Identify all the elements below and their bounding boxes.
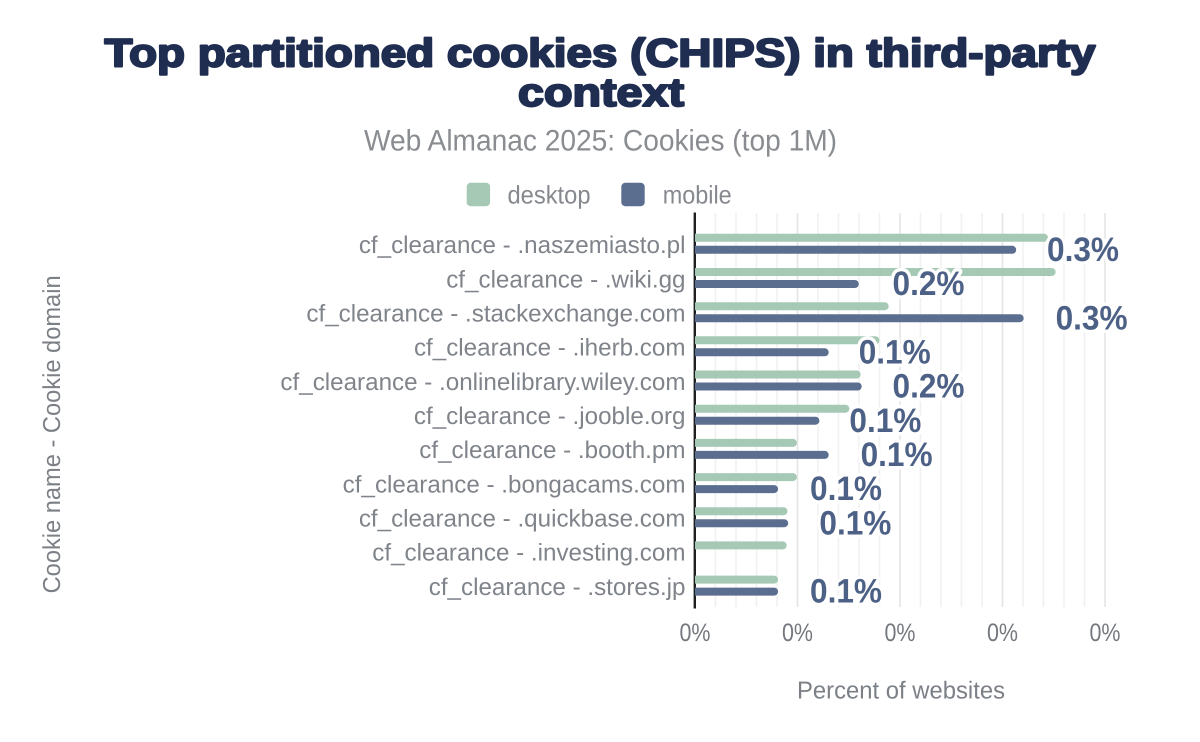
svg-text:0%: 0%	[680, 619, 711, 647]
svg-text:cf_clearance - .iherb.com: cf_clearance - .iherb.com	[414, 335, 686, 362]
svg-text:Cookie name - Cookie domain: Cookie name - Cookie domain	[39, 275, 66, 593]
svg-text:0%: 0%	[1090, 619, 1121, 647]
svg-text:Percent of websites: Percent of websites	[797, 677, 1005, 704]
svg-text:0%: 0%	[782, 619, 813, 647]
svg-text:0.3%: 0.3%	[1047, 231, 1119, 269]
svg-text:cf_clearance - .onlinelibrary.: cf_clearance - .onlinelibrary.wiley.com	[280, 369, 685, 396]
svg-text:cf_clearance - .quickbase.com: cf_clearance - .quickbase.com	[359, 506, 686, 533]
svg-text:mobile: mobile	[663, 181, 732, 209]
svg-text:cf_clearance - .naszemiasto.pl: cf_clearance - .naszemiasto.pl	[359, 232, 686, 259]
svg-text:Web Almanac 2025: Cookies (top: Web Almanac 2025: Cookies (top 1M)	[364, 125, 837, 158]
svg-text:cf_clearance - .investing.com: cf_clearance - .investing.com	[372, 540, 685, 567]
svg-text:cf_clearance - .stackexchange.: cf_clearance - .stackexchange.com	[306, 301, 685, 328]
svg-text:cf_clearance - .bongacams.com: cf_clearance - .bongacams.com	[343, 471, 686, 498]
svg-text:0.1%: 0.1%	[859, 333, 931, 371]
svg-text:Top partitioned cookies (CHIPS: Top partitioned cookies (CHIPS) in third…	[105, 32, 1096, 76]
svg-text:cf_clearance - .jooble.org: cf_clearance - .jooble.org	[414, 403, 686, 430]
svg-text:cf_clearance - .stores.jp: cf_clearance - .stores.jp	[429, 574, 686, 601]
svg-text:cf_clearance - .wiki.gg: cf_clearance - .wiki.gg	[446, 266, 685, 293]
svg-text:0.1%: 0.1%	[810, 470, 882, 508]
svg-text:cf_clearance - .booth.pm: cf_clearance - .booth.pm	[419, 437, 685, 464]
svg-text:0.1%: 0.1%	[810, 573, 882, 611]
svg-text:0.3%: 0.3%	[1056, 299, 1128, 337]
svg-text:0.1%: 0.1%	[861, 436, 933, 474]
svg-text:0.2%: 0.2%	[893, 265, 965, 303]
svg-text:0.1%: 0.1%	[849, 402, 921, 440]
svg-text:context: context	[518, 71, 684, 115]
svg-text:0%: 0%	[885, 619, 916, 647]
svg-text:0.1%: 0.1%	[819, 504, 891, 542]
svg-text:0.2%: 0.2%	[893, 368, 965, 406]
svg-text:0%: 0%	[987, 619, 1018, 647]
svg-text:desktop: desktop	[508, 181, 591, 209]
